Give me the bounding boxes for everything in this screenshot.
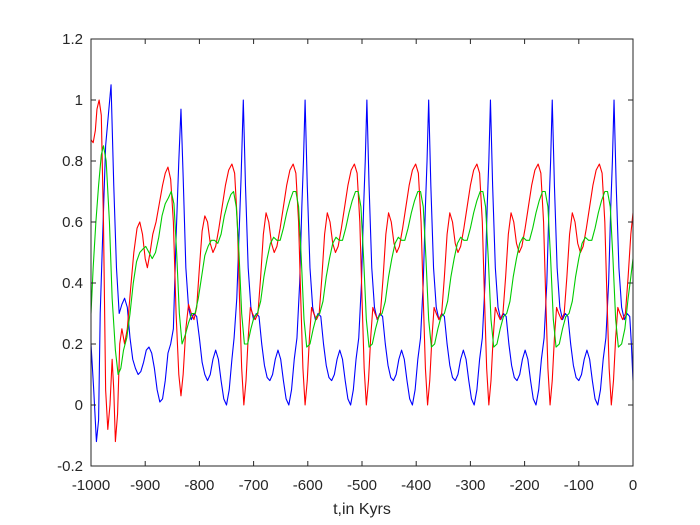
x-tick-label: -300 [455, 477, 485, 494]
y-tick-label: 0.6 [62, 214, 83, 231]
x-tick-label: -900 [130, 477, 160, 494]
x-tick-label: -600 [293, 477, 323, 494]
series-line-3 [90, 145, 634, 376]
x-tick-label: -400 [401, 477, 431, 494]
x-tick-label: -1000 [72, 477, 110, 494]
x-axis: -1000 -900 -800 -700 -600 -500 -400 -300 -200 -10… [72, 39, 637, 494]
y-tick-label: 0 [75, 397, 83, 414]
y-tick-label: 0.2 [62, 336, 83, 353]
x-tick-label: -100 [564, 477, 594, 494]
series-line-2 [90, 99, 634, 443]
series-layer [90, 84, 634, 443]
x-tick-label: -500 [347, 477, 377, 494]
x-tick-label: -700 [239, 477, 269, 494]
series-line-1 [90, 84, 634, 443]
x-tick-label: -800 [184, 477, 214, 494]
y-tick-label: 0.4 [62, 275, 83, 292]
y-tick-label: -0.2 [57, 458, 83, 475]
y-axis: -0.2 0 0.2 0.4 0.6 0.8 1 1.2 [57, 31, 633, 475]
x-tick-label: -200 [510, 477, 540, 494]
y-tick-label: 1 [75, 92, 83, 109]
y-tick-label: 0.8 [62, 153, 83, 170]
y-tick-label: 1.2 [62, 31, 83, 48]
x-axis-label: t,in Kyrs [333, 501, 391, 518]
x-tick-label: 0 [629, 477, 637, 494]
